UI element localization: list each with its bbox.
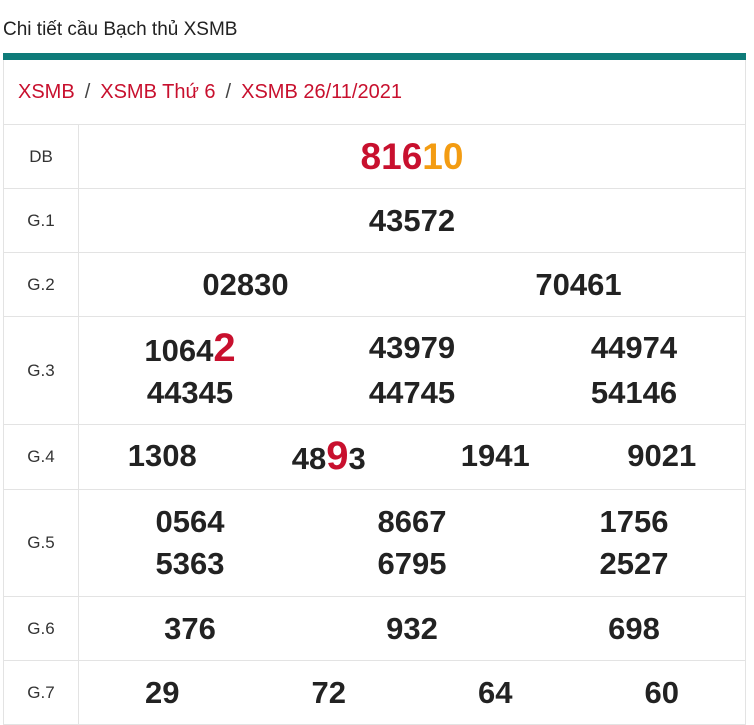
prize-number: 02830	[202, 266, 289, 302]
prize-number: 29	[145, 674, 180, 710]
prize-numbers: 0564 8667 1756 5363 6795 2527	[79, 490, 745, 596]
number-segment: 1064	[144, 333, 214, 368]
breadcrumb-link[interactable]: XSMB Thứ 6	[100, 81, 216, 103]
number-segment: 2	[213, 326, 236, 370]
prize-label: G.2	[4, 253, 79, 316]
result-box: XSMB / XSMB Thứ 6 / XSMB 26/11/2021 DB 81610 G…	[3, 60, 746, 725]
prize-number: 9021	[627, 437, 697, 473]
prize-row: G.6 376 932 698	[4, 597, 745, 661]
prize-numbers: 29 72 64 60	[79, 661, 745, 724]
prize-number: 43979	[368, 330, 456, 365]
prize-row: G.1 43572	[4, 189, 745, 253]
prize-number: 43572	[368, 202, 456, 238]
number-segment: 48	[291, 440, 327, 476]
prize-number: 54146	[590, 375, 678, 410]
prize-number: 5363	[155, 546, 225, 581]
prize-numbers: 1308 4893 1941 9021	[79, 425, 745, 489]
prize-numbers: 10642 43979 44974 44345 44745 54146	[79, 317, 745, 424]
prize-numbers: 43572	[79, 189, 745, 252]
prize-number: 1308	[127, 437, 197, 473]
number-segment: 816	[360, 135, 423, 177]
prize-number: 932	[386, 610, 438, 646]
prize-number: 1941	[460, 437, 530, 473]
prize-label: G.4	[4, 425, 79, 489]
prize-row: G.7 29 72 64 60	[4, 661, 745, 725]
prize-number: 70461	[535, 266, 622, 302]
prize-row: G.2 02830 70461	[4, 253, 745, 317]
prize-number: 81610	[361, 136, 464, 178]
prize-row: G.5 0564 8667 1756 5363 6795 2527	[4, 490, 745, 597]
prize-number: 44345	[146, 375, 234, 410]
prize-label: G.7	[4, 661, 79, 724]
page-title: Chi tiết cầu Bạch thủ XSMB	[3, 19, 238, 40]
breadcrumb: XSMB / XSMB Thứ 6 / XSMB 26/11/2021	[4, 60, 745, 125]
breadcrumb-separator: /	[225, 81, 232, 103]
prize-number: 0564	[155, 504, 225, 539]
prize-number: 6795	[377, 546, 447, 581]
prize-number: 4893	[292, 435, 366, 480]
prize-numbers: 02830 70461	[79, 253, 745, 316]
prize-numbers: 81610	[79, 125, 745, 188]
prize-number: 64	[478, 674, 513, 710]
prize-label: G.6	[4, 597, 79, 660]
prize-number: 2527	[599, 546, 669, 581]
number-segment: 3	[348, 440, 366, 476]
breadcrumb-link[interactable]: XSMB	[18, 81, 75, 103]
prize-row: G.3 10642 43979 44974 44345 44745 54146	[4, 317, 745, 425]
breadcrumb-separator: /	[84, 81, 91, 103]
prize-label: G.1	[4, 189, 79, 252]
prize-number: 698	[608, 610, 660, 646]
prize-number: 44974	[590, 330, 678, 365]
prize-number: 44745	[368, 375, 456, 410]
prize-number: 8667	[377, 504, 447, 539]
prize-label: G.5	[4, 490, 79, 596]
prize-number: 376	[164, 610, 216, 646]
number-segment: 9	[326, 433, 349, 478]
prize-number: 60	[644, 674, 679, 710]
prize-label: DB	[4, 125, 79, 188]
prize-label: G.3	[4, 317, 79, 424]
prize-number: 1756	[599, 504, 669, 539]
prize-number: 72	[311, 674, 346, 710]
prize-number: 10642	[144, 327, 235, 372]
prize-row: DB 81610	[4, 125, 745, 189]
prize-row: G.4 1308 4893 1941 9021	[4, 425, 745, 490]
prize-numbers: 376 932 698	[79, 597, 745, 660]
breadcrumb-link[interactable]: XSMB 26/11/2021	[241, 81, 402, 103]
title-bar	[3, 53, 746, 60]
number-segment: 10	[422, 135, 464, 177]
